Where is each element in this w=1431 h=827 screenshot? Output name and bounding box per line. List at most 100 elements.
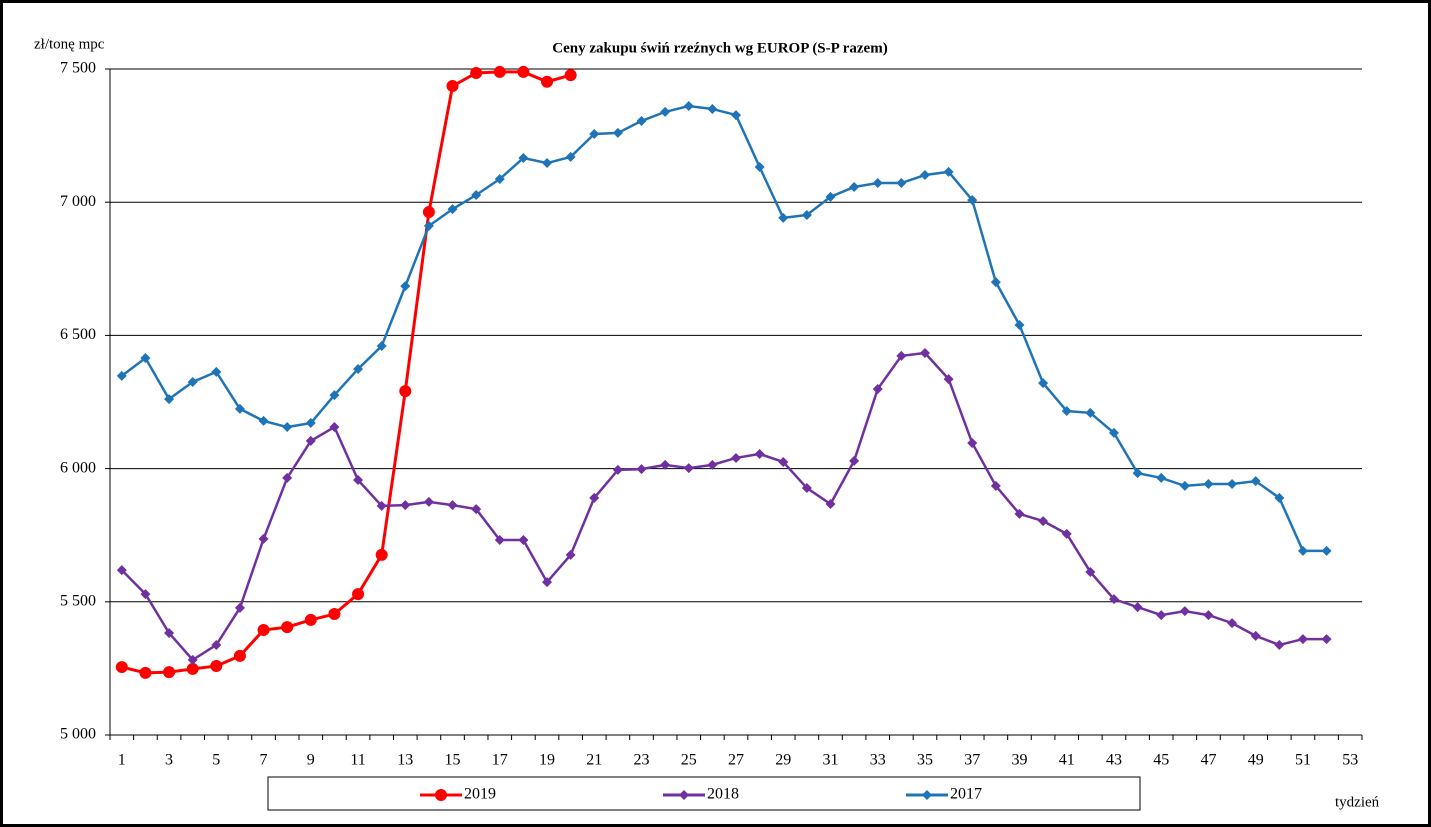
data-point <box>423 220 434 231</box>
data-point <box>234 602 245 613</box>
data-point <box>1156 610 1167 621</box>
x-tick-label: 45 <box>1153 752 1169 769</box>
legend-label: 2017 <box>950 786 982 803</box>
data-point <box>919 170 930 181</box>
data-point <box>612 464 623 475</box>
data-point <box>140 589 151 600</box>
legend-marker <box>435 789 447 801</box>
data-point <box>471 190 482 201</box>
data-point <box>233 649 246 662</box>
x-tick-label: 27 <box>728 752 744 769</box>
data-point <box>447 500 458 511</box>
series-line <box>121 104 1327 553</box>
x-tick-label: 47 <box>1200 752 1216 769</box>
data-point <box>919 347 930 358</box>
legend-label: 2019 <box>464 786 496 803</box>
data-point <box>164 394 175 405</box>
data-point <box>731 110 741 121</box>
x-tick-label: 33 <box>870 752 886 769</box>
data-point <box>376 341 387 352</box>
data-point <box>116 565 127 576</box>
data-point <box>896 350 907 361</box>
data-point <box>164 627 175 638</box>
series-line <box>120 351 1327 662</box>
data-point <box>801 209 812 220</box>
data-point <box>849 182 860 193</box>
data-point <box>186 662 199 675</box>
data-point <box>778 212 789 223</box>
data-point <box>801 483 812 494</box>
data-point <box>1085 407 1096 418</box>
data-point <box>423 496 434 507</box>
data-point <box>375 548 388 561</box>
data-point <box>825 191 836 202</box>
data-point <box>1108 594 1119 605</box>
data-point <box>493 65 506 78</box>
data-point <box>400 281 411 292</box>
data-point <box>518 534 529 545</box>
data-point <box>1274 492 1285 503</box>
data-point <box>1321 634 1332 645</box>
data-point <box>731 452 741 463</box>
data-point <box>943 166 954 177</box>
x-tick-label: 49 <box>1248 752 1264 769</box>
data-point <box>589 492 600 503</box>
data-point <box>211 366 222 377</box>
x-tick-label: 29 <box>775 752 791 769</box>
data-point <box>1250 630 1261 641</box>
x-tick-label: 3 <box>165 752 173 769</box>
data-point <box>943 374 954 385</box>
data-point <box>565 549 576 560</box>
data-point <box>258 415 269 426</box>
data-point <box>518 152 529 163</box>
data-point <box>612 127 623 138</box>
data-point <box>1179 606 1190 617</box>
data-point <box>352 588 365 601</box>
data-point <box>422 206 435 219</box>
data-point <box>589 129 600 140</box>
x-tick-label: 17 <box>492 752 508 769</box>
data-point <box>257 624 270 637</box>
x-tick-label: 37 <box>964 752 980 769</box>
data-point <box>1156 472 1167 483</box>
data-point <box>211 639 222 650</box>
data-point <box>1297 634 1308 645</box>
y-tick-label: 7 500 <box>60 60 96 77</box>
data-point <box>353 363 364 374</box>
data-point <box>1179 480 1190 491</box>
chart-title: Ceny zakupu świń rzeźnych wg EUROP (S-P … <box>552 40 887 56</box>
data-point <box>990 277 1001 288</box>
data-point <box>329 422 340 433</box>
data-point <box>660 106 671 117</box>
data-point <box>707 459 718 470</box>
data-point <box>471 504 482 515</box>
data-point <box>872 383 883 394</box>
data-point <box>636 464 647 475</box>
x-tick-label: 5 <box>212 752 220 769</box>
data-point <box>1203 610 1214 621</box>
x-tick-label: 23 <box>634 752 650 769</box>
data-point <box>494 534 505 545</box>
data-point <box>825 499 836 510</box>
data-point <box>1250 476 1261 487</box>
data-point <box>660 459 671 470</box>
data-point <box>707 103 718 114</box>
data-point <box>1203 479 1214 490</box>
data-point <box>872 178 883 189</box>
data-point <box>1014 320 1025 331</box>
x-tick-label: 41 <box>1059 752 1075 769</box>
x-tick-label: 25 <box>681 752 697 769</box>
data-point <box>754 162 765 173</box>
data-point <box>990 480 1001 491</box>
data-point <box>163 666 176 679</box>
x-axis-label: tydzień <box>1335 794 1380 810</box>
data-point <box>754 448 765 459</box>
x-tick-label: 15 <box>445 752 461 769</box>
data-point <box>1321 545 1332 556</box>
data-point <box>1014 508 1025 519</box>
data-point <box>683 101 694 112</box>
data-point <box>139 666 152 679</box>
data-point <box>1297 545 1308 556</box>
y-tick-label: 5 500 <box>60 592 96 609</box>
